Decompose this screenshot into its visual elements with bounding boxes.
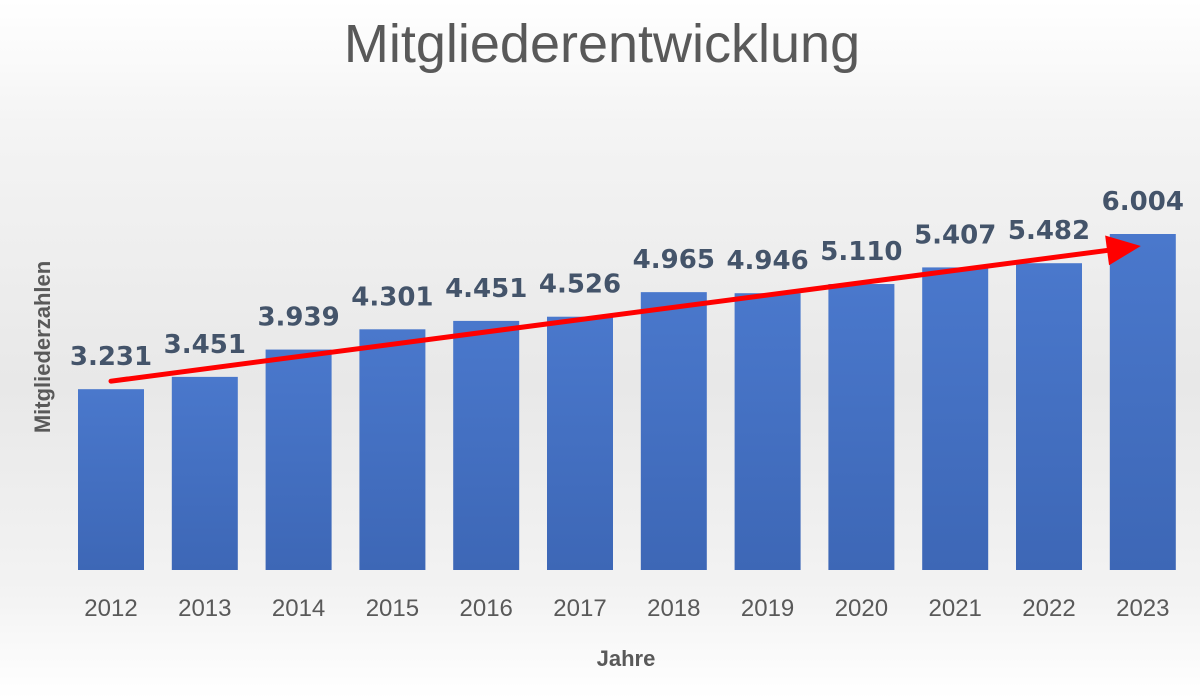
- trend-arrow-head: [1105, 235, 1141, 266]
- bar-2018: [640, 292, 707, 570]
- data-label: 4.301: [351, 282, 433, 312]
- bar-2023: [1109, 234, 1176, 570]
- data-label: 4.526: [539, 270, 621, 300]
- chart-title: Mitgliederentwicklung: [344, 14, 860, 74]
- data-label: 3.451: [164, 330, 246, 360]
- bars-group: [78, 234, 1176, 570]
- x-tick-label: 2017: [553, 595, 606, 622]
- x-tick-label: 2020: [835, 595, 888, 622]
- data-labels-group: 3.231 3.451 3.939 4.301 4.451 4.526 4.965 4.946…: [70, 187, 1184, 372]
- data-label: 4.946: [726, 246, 808, 276]
- x-tick-label: 2021: [929, 595, 982, 622]
- bar-2022: [1016, 263, 1082, 570]
- y-axis-title: Mitgliederzahlen: [30, 261, 55, 433]
- x-tick-label: 2012: [84, 595, 137, 622]
- x-tick-label: 2013: [178, 595, 231, 622]
- x-tick-label: 2019: [741, 595, 794, 622]
- data-label: 4.451: [445, 274, 527, 304]
- x-axis-title: Jahre: [597, 646, 656, 671]
- x-tick-label: 2023: [1116, 595, 1169, 622]
- x-tick-label: 2018: [647, 595, 700, 622]
- data-label: 5.407: [914, 220, 996, 250]
- bar-2015: [359, 329, 426, 570]
- x-tick-labels: 2012 2013 2014 2015 2016 2017 2018 2019 2020 2021…: [84, 595, 1169, 622]
- x-tick-label: 2014: [272, 595, 325, 622]
- bar-2013: [171, 376, 238, 570]
- data-label: 5.482: [1008, 216, 1090, 246]
- bar-2016: [453, 320, 520, 570]
- data-label: 5.110: [820, 237, 902, 267]
- trend-arrow-line: [108, 247, 1110, 384]
- data-label: 3.939: [257, 303, 339, 333]
- bar-2014: [265, 349, 332, 570]
- trend-group: [108, 235, 1141, 384]
- x-tick-label: 2015: [366, 595, 419, 622]
- bar-2019: [734, 293, 801, 570]
- bar-2020: [828, 284, 895, 570]
- data-label: 6.004: [1102, 187, 1184, 217]
- bar-2017: [547, 316, 613, 570]
- x-tick-label: 2022: [1022, 595, 1075, 622]
- x-tick-label: 2016: [460, 595, 513, 622]
- bar-2021: [922, 267, 989, 570]
- bar-2012: [78, 389, 144, 570]
- data-label: 4.965: [633, 245, 715, 275]
- data-label: 3.231: [70, 342, 152, 372]
